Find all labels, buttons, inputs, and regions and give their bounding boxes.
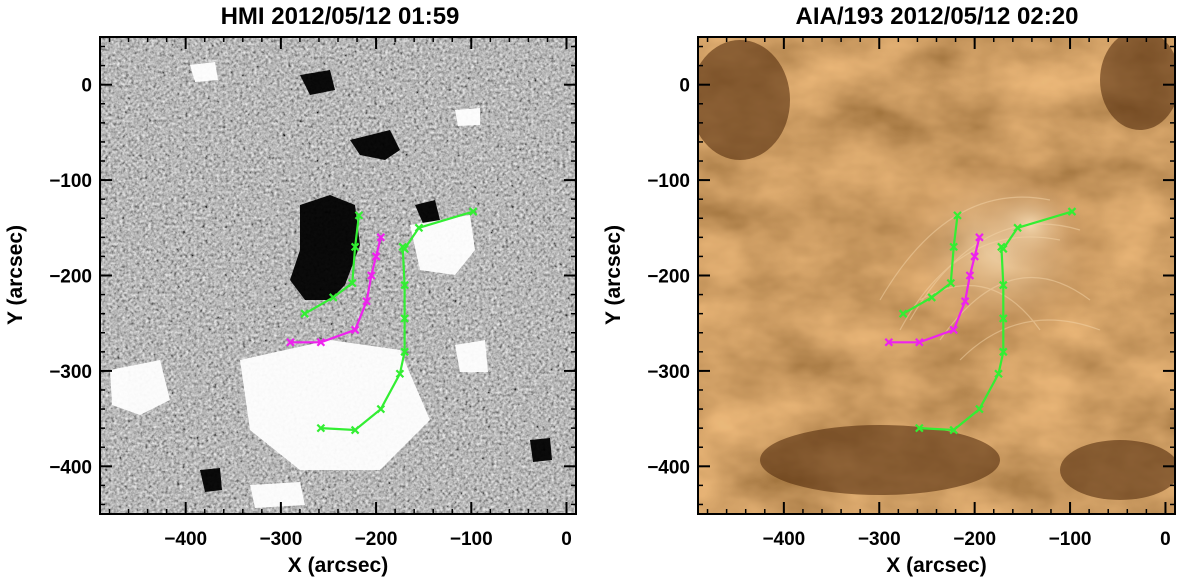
aia-series-1-point [915, 338, 924, 347]
hmi-series-1-point [371, 252, 381, 261]
aia-series-1-point [970, 252, 979, 261]
hmi-series-1-point [286, 338, 295, 347]
hmi-series-2-point [376, 404, 386, 414]
hmi-series-2-point [400, 280, 409, 290]
aia-series-2-point [994, 369, 1003, 379]
hmi-series-1-point [376, 233, 386, 242]
y-tick-label: −200 [647, 267, 690, 288]
y-tick-label: −300 [647, 362, 690, 383]
aia-series-1-point [960, 296, 970, 306]
hmi-series-2-point [414, 223, 424, 233]
y-tick-label: 0 [81, 76, 92, 97]
hmi-series-2-point [395, 369, 405, 379]
hmi-series-1-point [350, 325, 360, 335]
hmi-series-0-point [328, 293, 338, 302]
aia-series-0-point [898, 309, 908, 318]
hmi-series-2-point [316, 423, 326, 433]
hmi-series-0-point [350, 242, 360, 252]
aia-image [698, 37, 1175, 514]
aia-y-axis-label: Y (arcsec) [602, 225, 625, 325]
hmi-image [100, 37, 576, 514]
aia-x-axis-label: X (arcsec) [886, 554, 986, 577]
x-tick-label: 0 [561, 529, 572, 550]
negative-polarity-patches [200, 70, 552, 492]
x-tick-label: −400 [762, 529, 805, 550]
y-tick-label: −400 [647, 457, 690, 478]
aia-series-0-point [946, 278, 956, 288]
y-tick-label: −100 [647, 171, 690, 192]
aia-series-1-point [949, 325, 958, 335]
aia-series-2-point [949, 425, 958, 435]
hmi-series-2-point [400, 244, 409, 254]
aia-title: AIA/193 2012/05/12 02:20 [796, 3, 1079, 30]
aia-series-1-point [975, 233, 984, 242]
y-tick-label: −400 [49, 457, 92, 478]
x-tick-label: −400 [164, 529, 207, 550]
y-tick-label: −300 [49, 362, 92, 383]
aia-series-0-point [927, 293, 937, 302]
x-tick-label: −300 [259, 529, 302, 550]
aia-panel: AIA/193 2012/05/12 02:20 −400 −300 −200 −100… [602, 3, 1176, 577]
hmi-series-1-point [316, 338, 326, 347]
hmi-series-0-point [348, 278, 357, 288]
hmi-title: HMI 2012/05/12 01:59 [221, 3, 460, 30]
hmi-series-2-point [400, 314, 409, 323]
aia-series-2-point [1067, 207, 1077, 216]
x-tick-label: −200 [953, 529, 996, 550]
aia-series-0-point [953, 211, 962, 220]
hmi-panel: HMI 2012/05/12 01:59 −400 −300 −200 −100 0 0 −1… [4, 3, 577, 577]
aia-series-2-point [999, 244, 1008, 254]
aia-series-2-point [999, 314, 1008, 323]
hmi-series-2-point [400, 347, 409, 357]
hmi-x-axis-label: X (arcsec) [288, 554, 388, 577]
aia-series-2-point [999, 347, 1008, 357]
hmi-series-1-point [367, 271, 376, 280]
aia-series-0-point [949, 242, 958, 252]
x-tick-label: −100 [1049, 529, 1092, 550]
x-tick-label: −200 [355, 529, 398, 550]
positive-polarity-patches [110, 62, 488, 508]
y-tick-label: −200 [49, 267, 92, 288]
x-tick-label: −100 [450, 529, 493, 550]
hmi-series-2-point [468, 207, 478, 216]
hmi-series-0-point [300, 309, 309, 318]
y-tick-label: 0 [679, 76, 690, 97]
aia-series-2-point [1013, 223, 1022, 233]
aia-series-1-point [965, 271, 975, 280]
hmi-y-axis-label: Y (arcsec) [4, 225, 27, 325]
hmi-series-2-point [350, 425, 360, 435]
aia-series-2-point [999, 280, 1008, 290]
x-tick-label: 0 [1160, 529, 1171, 550]
hmi-series-1-point [362, 296, 371, 306]
aia-series-2-point [975, 404, 984, 414]
y-tick-label: −100 [49, 171, 92, 192]
aia-series-2-point [915, 423, 924, 433]
hmi-series-0-point [354, 211, 364, 220]
aia-series-1-point [884, 338, 894, 347]
x-tick-label: −300 [858, 529, 901, 550]
